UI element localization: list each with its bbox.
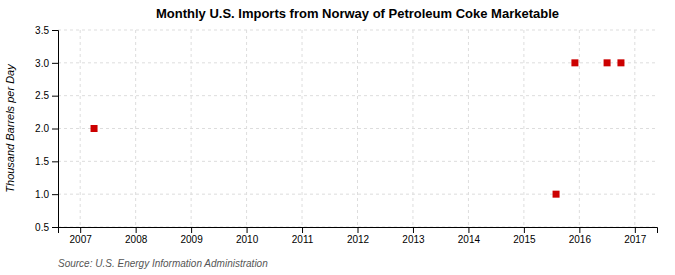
y-axis-tick-mark (52, 63, 58, 64)
point (604, 59, 611, 66)
y-axis-tick: 0.5 (35, 222, 58, 233)
y-axis-tick: 2.5 (35, 90, 58, 101)
points (91, 59, 625, 197)
y-axis-tick-mark (52, 227, 58, 228)
y-axis-tick: 1.0 (35, 189, 58, 200)
grid-line-x (302, 30, 303, 227)
x-axis-tick-mark (302, 227, 303, 233)
y-axis-line (52, 31, 59, 228)
x-axis-tick-label: 2008 (125, 234, 148, 245)
y-axis-tick-label: 3.5 (35, 25, 49, 36)
x-axis-tick: 2007 (70, 227, 93, 245)
x-axis-tick-mark (468, 227, 469, 233)
point (91, 125, 98, 132)
x-axis-tick-mark (136, 227, 137, 233)
y-axis-tick-mark (52, 96, 58, 97)
y-axis-tick-label: 0.5 (35, 222, 49, 233)
x-axis-tick: 2013 (402, 227, 425, 245)
x-axis-tick-mark (80, 227, 81, 233)
grid-line-x (468, 30, 469, 227)
point (571, 59, 578, 66)
x-axis-tick-label: 2013 (402, 234, 425, 245)
grid-line-x (523, 30, 524, 227)
y-axis-tick-mark (52, 194, 58, 195)
grid-line-x (191, 30, 192, 227)
x-axis-tick-label: 2015 (513, 234, 536, 245)
x-axis-tick-mark (579, 227, 580, 233)
y-axis-tick-mark (52, 161, 58, 162)
x-axis-tick-mark (191, 227, 192, 233)
x-axis-tick-mark (635, 227, 636, 233)
y-axis: 0.5 1.0 1.5 2.0 2.5 3.0 3.5 (35, 25, 58, 233)
x-axis-tick: 2012 (347, 227, 370, 245)
point (617, 59, 624, 66)
x-axis-tick-label: 2017 (624, 234, 647, 245)
grid-line-x (246, 30, 247, 227)
grid-line-x (579, 30, 580, 227)
grid-line-y (58, 161, 657, 162)
grid-line-x (80, 30, 81, 227)
grid-line-x (634, 30, 635, 227)
x-axis-tick: 2010 (236, 227, 259, 245)
x-axis-tick-label: 2014 (458, 234, 481, 245)
plot: 2007 2008 2009 2010 2011 2012 2013 2014 2015 2016… (35, 25, 657, 245)
y-axis-tick: 2.0 (35, 123, 58, 134)
grid (58, 30, 657, 227)
x-axis-tick: 2008 (125, 227, 148, 245)
y-axis-tick-mark (52, 30, 58, 31)
y-axis-tick: 3.5 (35, 25, 58, 36)
grid-line-x (412, 30, 413, 227)
x-axis-tick-label: 2009 (180, 234, 203, 245)
grid-line-x (135, 30, 136, 227)
x-axis-tick: 2015 (513, 227, 536, 245)
x-axis-tick: 2017 (624, 227, 647, 245)
title: Monthly U.S. Imports from Norway of Petr… (156, 6, 559, 21)
x-axis-tick: 2011 (292, 227, 314, 245)
x-axis-tick-mark (524, 227, 525, 233)
y-axis-tick-label: 2.5 (35, 90, 49, 101)
x-axis-tick-label: 2007 (70, 234, 93, 245)
x-axis-tick-label: 2016 (569, 234, 592, 245)
grid-line-x (357, 30, 358, 227)
x-axis-line (59, 228, 658, 234)
y-axis-tick-label: 1.5 (35, 156, 49, 167)
x-axis-tick-mark (247, 227, 248, 233)
y-axis-tick-mark (52, 129, 58, 130)
x-axis-tick: 2016 (569, 227, 592, 245)
x-axis-tick-mark (358, 227, 359, 233)
x-axis-tick-label: 2011 (292, 234, 314, 245)
point (553, 191, 560, 198)
x-axis-tick-label: 2010 (236, 234, 259, 245)
y-axis-title: Thousand Barrels per Day (4, 63, 16, 193)
y-axis-tick: 3.0 (35, 58, 58, 69)
x-axis-tick-mark (413, 227, 414, 233)
chart: 2007 2008 2009 2010 2011 2012 2013 2014 2015 2016… (0, 0, 675, 275)
y-axis-tick: 1.5 (35, 156, 58, 167)
x-axis-tick-label: 2012 (347, 234, 370, 245)
y-axis-tick-label: 3.0 (35, 58, 49, 69)
annotation: Source: U.S. Energy Information Administ… (58, 258, 268, 269)
y-axis-tick-label: 1.0 (35, 189, 49, 200)
x-axis: 2007 2008 2009 2010 2011 2012 2013 2014 2015 2016… (59, 227, 658, 245)
x-axis-tick: 2009 (180, 227, 203, 245)
x-axis-tick: 2014 (458, 227, 481, 245)
y-axis-tick-label: 2.0 (35, 123, 49, 134)
